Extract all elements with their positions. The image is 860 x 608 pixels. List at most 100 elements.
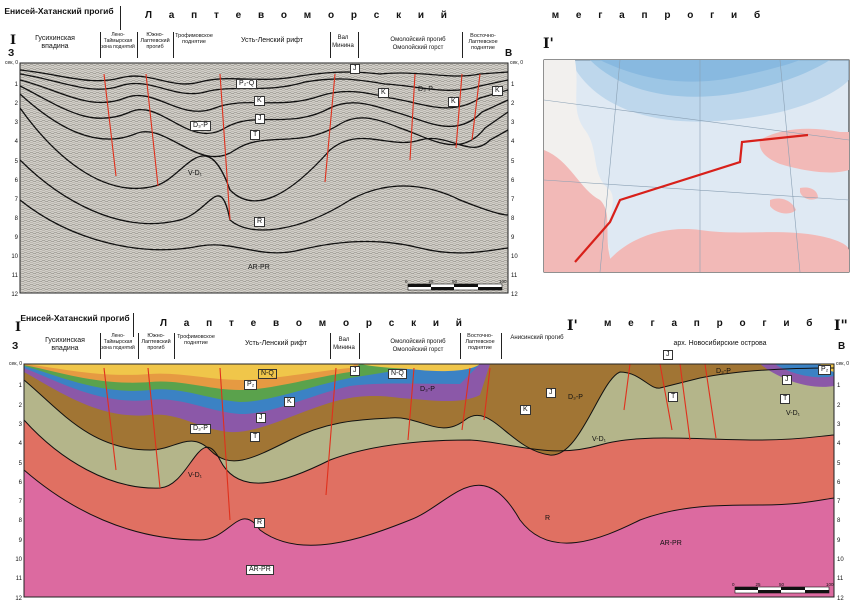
- depth-tick-label: 11: [511, 273, 518, 280]
- bottom-formation-label: T: [668, 392, 679, 402]
- bottom-formation-label: AR-PR: [246, 565, 274, 575]
- top-unit-trofimovskoe: Трофимовское поднятие: [175, 33, 213, 45]
- top-unit-val-minina: Вал Минина: [332, 35, 354, 49]
- depth-tick-label: 11: [15, 576, 22, 583]
- top-fault: [409, 73, 416, 161]
- bottom-formation-label: J: [546, 388, 556, 398]
- bottom-west-label: З: [12, 341, 19, 352]
- top-unit-divider: [462, 32, 463, 58]
- top-unit-divider: [100, 32, 101, 58]
- top-east-label: В: [505, 48, 513, 59]
- bottom-unit-ust-lena-rift: Усть-Ленский рифт: [245, 340, 307, 347]
- depth-tick-label: 8: [14, 215, 18, 222]
- depth-tick-label: 5: [18, 460, 22, 467]
- depth-tick-label: 10: [11, 254, 18, 260]
- bottom-fault: [147, 367, 161, 489]
- bottom-formation-label: N-Q: [388, 369, 407, 379]
- bottom-formation-label: P₂: [818, 365, 832, 375]
- bottom-profile-end-marker: I": [834, 318, 848, 334]
- depth-tick-label: 7: [837, 499, 841, 506]
- depth-tick-label: 8: [18, 518, 22, 525]
- bottom-unit-yuzhno-laptev: Южно-Лаптевский прогиб: [141, 333, 171, 351]
- top-formation-label: R: [254, 217, 266, 227]
- bottom-formation-label: V-D₁: [592, 436, 607, 443]
- depth-tick-label: 1: [511, 82, 515, 89]
- top-left-tectonic-unit: Енисей-Хатанский прогиб: [4, 6, 114, 16]
- bottom-formation-label: T: [250, 432, 261, 442]
- bottom-formation-label: D₃-P: [716, 368, 731, 375]
- depth-tick-label: 2: [18, 402, 22, 409]
- depth-tick-label: 5: [14, 158, 18, 165]
- top-formation-label: P₂-Q: [236, 79, 258, 89]
- map-land-south: [600, 229, 849, 272]
- depth-tick-label: 12: [11, 292, 18, 299]
- bottom-unit-divider: [100, 333, 101, 359]
- depth-tick-label: 9: [18, 537, 22, 544]
- scale-tick-label: 0: [405, 279, 408, 284]
- top-header-divider: [120, 6, 121, 30]
- bottom-unit-gusikhinskaya: Гусихинская впадина: [45, 337, 85, 352]
- depth-tick-label: 3: [837, 421, 841, 428]
- depth-tick-label: 11: [11, 273, 18, 280]
- bottom-fault: [219, 367, 231, 521]
- map-land-west: [544, 60, 613, 272]
- bottom-formation-label: J: [782, 375, 792, 385]
- top-unit-ust-lena-rift: Усть-Ленский рифт: [241, 37, 303, 44]
- bottom-fault: [461, 367, 471, 431]
- layer-p2: [24, 364, 360, 390]
- top-unit-vostochno-laptev: Восточно-Лаптевское поднятие: [468, 33, 498, 51]
- top-unit-gusikhinskaya: Гусихинская впадина: [35, 35, 75, 50]
- bottom-formation-label: J: [350, 366, 360, 376]
- bottom-fault: [103, 367, 117, 471]
- bottom-formation-label: V-D₁: [786, 410, 801, 417]
- bottom-header-divider: [133, 313, 134, 337]
- depth-tick-label: 4: [511, 139, 515, 146]
- depth-tick-label: 2: [837, 402, 841, 409]
- top-formation-label: K: [254, 96, 265, 106]
- top-formation-label: AR-PR: [248, 264, 270, 271]
- bottom-profile-mid-marker: I': [567, 318, 578, 334]
- bottom-archipelago: арх. Новосибирские острова: [673, 340, 767, 347]
- map-profile-marker: I': [543, 36, 554, 52]
- depth-tick-label: 10: [15, 557, 22, 563]
- top-fault: [455, 73, 463, 149]
- top-fault: [324, 73, 336, 183]
- depth-tick-label: 5: [511, 158, 515, 165]
- map-deep-basin: [600, 60, 800, 82]
- bottom-unit-omoloi: Омолойский прогиб Омолойский горст: [390, 339, 446, 353]
- bottom-unit-divider: [460, 333, 461, 359]
- depth-tick-label: 6: [18, 479, 22, 486]
- bottom-formation-label: D₃-P: [420, 386, 435, 393]
- scale-tick-label: 25: [755, 582, 761, 587]
- top-unit-omoloi: Омолойский прогиб Омолойский горст: [390, 37, 446, 51]
- bottom-formation-label: J: [663, 350, 673, 360]
- bottom-fault: [704, 364, 717, 439]
- bottom-unit-vostochno-laptev: Восточно-Лаптевское поднятие: [465, 333, 495, 351]
- bottom-unit-divider: [174, 333, 175, 359]
- map-graticule: [544, 60, 849, 272]
- bottom-fault: [407, 367, 415, 441]
- top-fault: [219, 73, 231, 221]
- map-land-pink-west: [544, 150, 615, 272]
- depth-tick-label: 12: [511, 292, 518, 299]
- top-formation-label: K: [492, 86, 503, 96]
- depth-tick-label: 6: [14, 177, 18, 184]
- bottom-megatrough-left: Л а п т е в о м о р с к и й: [160, 318, 469, 329]
- depth-tick-label: 7: [18, 499, 22, 506]
- bottom-formation-label: R: [545, 515, 551, 522]
- layer-n-q: [24, 364, 355, 380]
- map-land-east: [759, 128, 849, 173]
- layer-v-d1: [24, 364, 834, 489]
- depth-tick-label: 1: [837, 383, 841, 390]
- bottom-scale-bar: [734, 586, 830, 594]
- scale-tick-label: 50: [779, 582, 785, 587]
- bottom-fault: [325, 367, 337, 496]
- bottom-fault: [483, 367, 491, 421]
- depth-tick-label: 10: [511, 254, 518, 260]
- depth-tick-label: 1: [18, 383, 22, 390]
- bottom-depth-unit-right: сек, 0: [836, 361, 850, 367]
- bottom-unit-val-minina: Вал Минина: [333, 337, 355, 351]
- layer-k: [24, 364, 400, 402]
- bottom-formation-label: K: [520, 405, 531, 415]
- top-horizon-2: [20, 73, 508, 95]
